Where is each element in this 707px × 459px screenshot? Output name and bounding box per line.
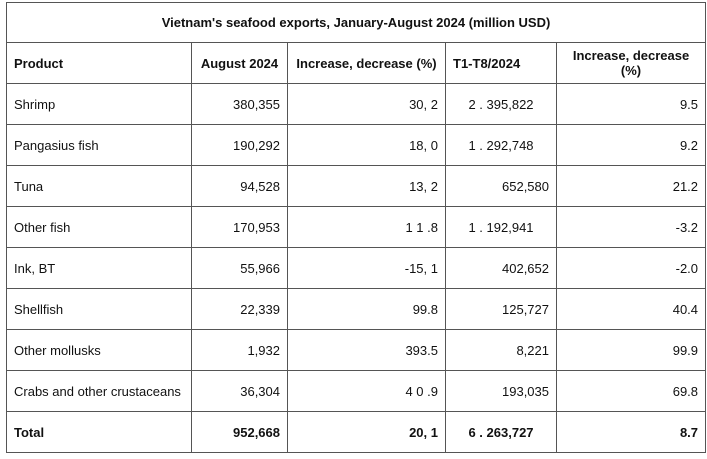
cell-product: Other fish <box>6 206 192 248</box>
cell-product: Shellfish <box>6 288 192 330</box>
total-august: 952,668 <box>191 411 288 453</box>
cell-change-ytd: 40.4 <box>555 288 707 330</box>
cell-ytd: 652,580 <box>445 165 557 207</box>
cell-change-ytd: 99.9 <box>555 329 707 371</box>
table-row: Other mollusks 1,932 393.5 8,221 99.9 <box>6 329 707 371</box>
cell-august: 94,528 <box>191 165 288 207</box>
header-change-ytd: Increase, decrease (%) <box>555 42 707 84</box>
cell-august: 22,339 <box>191 288 288 330</box>
cell-product: Shrimp <box>6 83 192 125</box>
cell-change-august: 30, 2 <box>287 83 446 125</box>
seafood-exports-table: Vietnam's seafood exports, January-Augus… <box>5 2 707 453</box>
table-row: Pangasius fish 190,292 18, 0 1 . 292,748… <box>6 124 707 166</box>
header-product: Product <box>6 42 192 84</box>
cell-change-august: 4 0 .9 <box>287 370 446 412</box>
table-row: Other fish 170,953 1 1 .8 1 . 192,941 -3… <box>6 206 707 248</box>
header-change-august: Increase, decrease (%) <box>287 42 446 84</box>
cell-product: Tuna <box>6 165 192 207</box>
cell-ytd: 125,727 <box>445 288 557 330</box>
total-label: Total <box>6 411 192 453</box>
table-row: Crabs and other crustaceans 36,304 4 0 .… <box>6 370 707 412</box>
cell-ytd: 2 . 395,822 <box>445 83 557 125</box>
header-august-2024: August 2024 <box>191 42 288 84</box>
table-row: Shrimp 380,355 30, 2 2 . 395,822 9.5 <box>6 83 707 125</box>
cell-ytd: 402,652 <box>445 247 557 289</box>
cell-product: Other mollusks <box>6 329 192 371</box>
cell-ytd: 193,035 <box>445 370 557 412</box>
cell-august: 55,966 <box>191 247 288 289</box>
header-t1-t8: T1-T8/2024 <box>445 42 557 84</box>
total-change-ytd: 8.7 <box>555 411 707 453</box>
cell-change-ytd: -2.0 <box>555 247 707 289</box>
cell-change-ytd: 21.2 <box>555 165 707 207</box>
cell-change-august: 393.5 <box>287 329 446 371</box>
cell-august: 36,304 <box>191 370 288 412</box>
table-row: Shellfish 22,339 99.8 125,727 40.4 <box>6 288 707 330</box>
cell-product: Ink, BT <box>6 247 192 289</box>
cell-ytd: 1 . 192,941 <box>445 206 557 248</box>
cell-change-ytd: 9.5 <box>555 83 707 125</box>
header-row: Product August 2024 Increase, decrease (… <box>6 42 707 84</box>
table-row: Tuna 94,528 13, 2 652,580 21.2 <box>6 165 707 207</box>
cell-change-ytd: 9.2 <box>555 124 707 166</box>
cell-change-august: 1 1 .8 <box>287 206 446 248</box>
total-ytd: 6 . 263,727 <box>445 411 557 453</box>
cell-change-august: 18, 0 <box>287 124 446 166</box>
cell-ytd: 8,221 <box>445 329 557 371</box>
total-change-august: 20, 1 <box>287 411 446 453</box>
total-row: Total 952,668 20, 1 6 . 263,727 8.7 <box>6 411 707 453</box>
cell-august: 1,932 <box>191 329 288 371</box>
cell-change-ytd: 69.8 <box>555 370 707 412</box>
cell-change-august: 99.8 <box>287 288 446 330</box>
cell-product: Crabs and other crustaceans <box>6 370 192 412</box>
cell-change-august: -15, 1 <box>287 247 446 289</box>
cell-change-august: 13, 2 <box>287 165 446 207</box>
table-title: Vietnam's seafood exports, January-Augus… <box>5 2 707 43</box>
table-row: Ink, BT 55,966 -15, 1 402,652 -2.0 <box>6 247 707 289</box>
cell-august: 190,292 <box>191 124 288 166</box>
cell-ytd: 1 . 292,748 <box>445 124 557 166</box>
cell-august: 380,355 <box>191 83 288 125</box>
cell-change-ytd: -3.2 <box>555 206 707 248</box>
cell-august: 170,953 <box>191 206 288 248</box>
cell-product: Pangasius fish <box>6 124 192 166</box>
